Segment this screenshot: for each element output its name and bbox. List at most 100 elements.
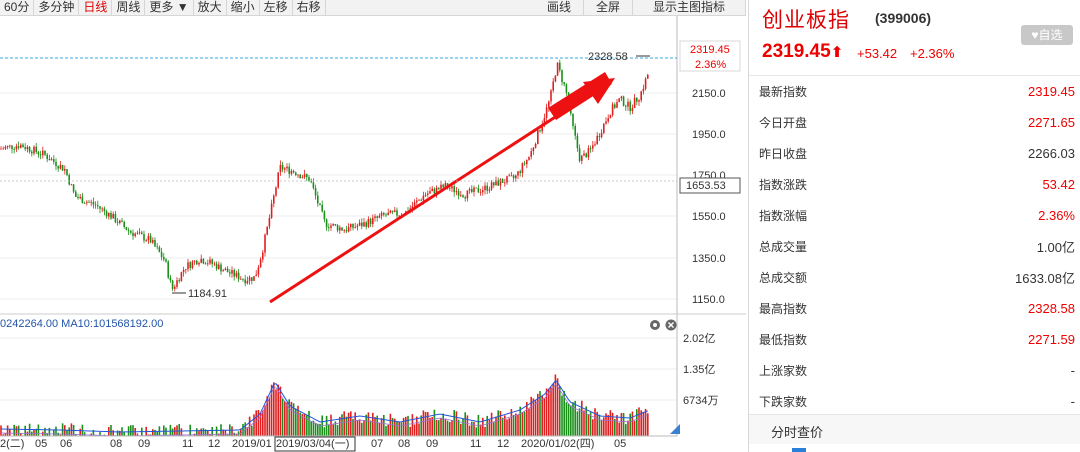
- candle: [383, 211, 385, 217]
- kline-chart[interactable]: 2150.01950.01750.01550.01350.01150.02319…: [0, 0, 746, 452]
- candle: [420, 198, 422, 202]
- candle: [88, 199, 90, 203]
- volume-bar: [354, 412, 356, 436]
- candle: [376, 215, 378, 222]
- volume-bar: [196, 428, 198, 436]
- volume-bar: [545, 388, 548, 436]
- time-price-query-tab[interactable]: 分时查价: [749, 414, 1080, 444]
- volume-bar: [521, 412, 524, 436]
- current-pct-axis-label: 2.36%: [695, 59, 726, 71]
- volume-bar: [295, 408, 297, 436]
- up-arrow-icon: ⬆: [830, 44, 844, 61]
- candle: [532, 147, 535, 155]
- candle: [416, 197, 418, 207]
- volume-bar: [178, 424, 180, 436]
- candle: [31, 149, 33, 157]
- volume-bar: [266, 396, 268, 436]
- candle: [614, 102, 616, 110]
- toolbar-button-7[interactable]: 左移: [260, 0, 293, 16]
- candle: [332, 223, 334, 227]
- volume-bar: [339, 416, 341, 436]
- candle: [497, 177, 499, 187]
- gear-icon[interactable]: [650, 320, 660, 330]
- current-price: 2319.45⬆: [762, 41, 843, 63]
- volume-bar: [350, 411, 352, 436]
- volume-bar: [642, 411, 645, 436]
- candle: [429, 186, 431, 194]
- volume-bar: [352, 419, 354, 436]
- volume-bar: [596, 411, 598, 436]
- toolbar-right-button-1[interactable]: 全屏: [584, 0, 633, 16]
- volume-bar: [541, 395, 543, 436]
- candlestick-series: [0, 59, 649, 292]
- candle: [61, 164, 64, 171]
- toolbar-button-4[interactable]: 更多 ▼: [145, 0, 194, 16]
- candle: [523, 160, 526, 166]
- candle: [477, 184, 480, 193]
- candle: [354, 222, 356, 229]
- candle: [171, 279, 174, 292]
- toolbar-button-0[interactable]: 60分: [0, 0, 35, 16]
- volume-bar: [306, 415, 308, 436]
- volume-bar: [301, 414, 304, 436]
- volume-bar: [356, 420, 359, 436]
- toolbar-right-button-2[interactable]: 显示主图指标: [633, 0, 746, 16]
- volume-bar: [119, 430, 121, 436]
- volume-bar: [585, 406, 587, 436]
- candle: [90, 199, 92, 207]
- candle: [521, 162, 524, 178]
- volume-bar: [409, 426, 411, 436]
- close-icon[interactable]: [665, 319, 677, 331]
- volume-bar: [644, 408, 647, 436]
- high-price-marker: 2328.58: [588, 51, 628, 63]
- candle: [237, 269, 240, 282]
- volume-bar: [319, 423, 321, 436]
- volume-bar: [431, 417, 433, 436]
- volume-bar: [46, 433, 48, 436]
- toolbar-right-button-0[interactable]: 画线: [535, 0, 584, 16]
- toolbar-button-6[interactable]: 缩小: [227, 0, 260, 16]
- candle: [136, 230, 139, 235]
- volume-bar: [376, 415, 378, 436]
- candle: [11, 145, 13, 154]
- toolbar-button-2[interactable]: 日线: [79, 0, 113, 16]
- candle: [240, 275, 242, 280]
- candle: [6, 145, 9, 150]
- toolbar-button-1[interactable]: 多分钟: [34, 0, 80, 16]
- candle: [493, 182, 495, 188]
- resize-handle-icon[interactable]: [670, 424, 680, 434]
- candle: [125, 226, 128, 231]
- toolbar-button-8[interactable]: 右移: [293, 0, 326, 16]
- candle: [114, 210, 117, 224]
- volume-bar: [510, 408, 513, 436]
- volume-bar: [341, 414, 343, 436]
- candle: [39, 150, 42, 160]
- volume-bar: [328, 424, 330, 436]
- candle: [110, 210, 112, 220]
- quote-row: 指数涨跌 53.42: [749, 169, 1080, 200]
- candle: [475, 187, 477, 189]
- candle: [539, 129, 541, 133]
- volume-bar: [570, 405, 572, 436]
- candle: [506, 175, 508, 185]
- candle: [515, 174, 517, 182]
- volume-bar: [523, 411, 526, 436]
- candle: [633, 93, 636, 109]
- candle: [556, 62, 559, 77]
- candle: [24, 143, 26, 152]
- candle: [94, 201, 97, 209]
- volume-bar: [647, 413, 649, 436]
- candle: [138, 228, 141, 235]
- candle: [442, 183, 444, 189]
- volume-bar: [420, 415, 422, 436]
- volume-bar: [517, 414, 519, 436]
- candle: [530, 147, 532, 160]
- add-favorite-button[interactable]: ♥自选: [1021, 25, 1073, 45]
- toolbar-button-5[interactable]: 放大: [194, 0, 227, 16]
- toolbar-button-3[interactable]: 周线: [112, 0, 146, 16]
- volume-bar: [59, 434, 62, 436]
- volume-bar: [299, 412, 301, 436]
- price-value: 2319.45: [762, 41, 831, 62]
- index-name: 创业板指: [762, 8, 850, 32]
- volume-bar: [116, 430, 119, 436]
